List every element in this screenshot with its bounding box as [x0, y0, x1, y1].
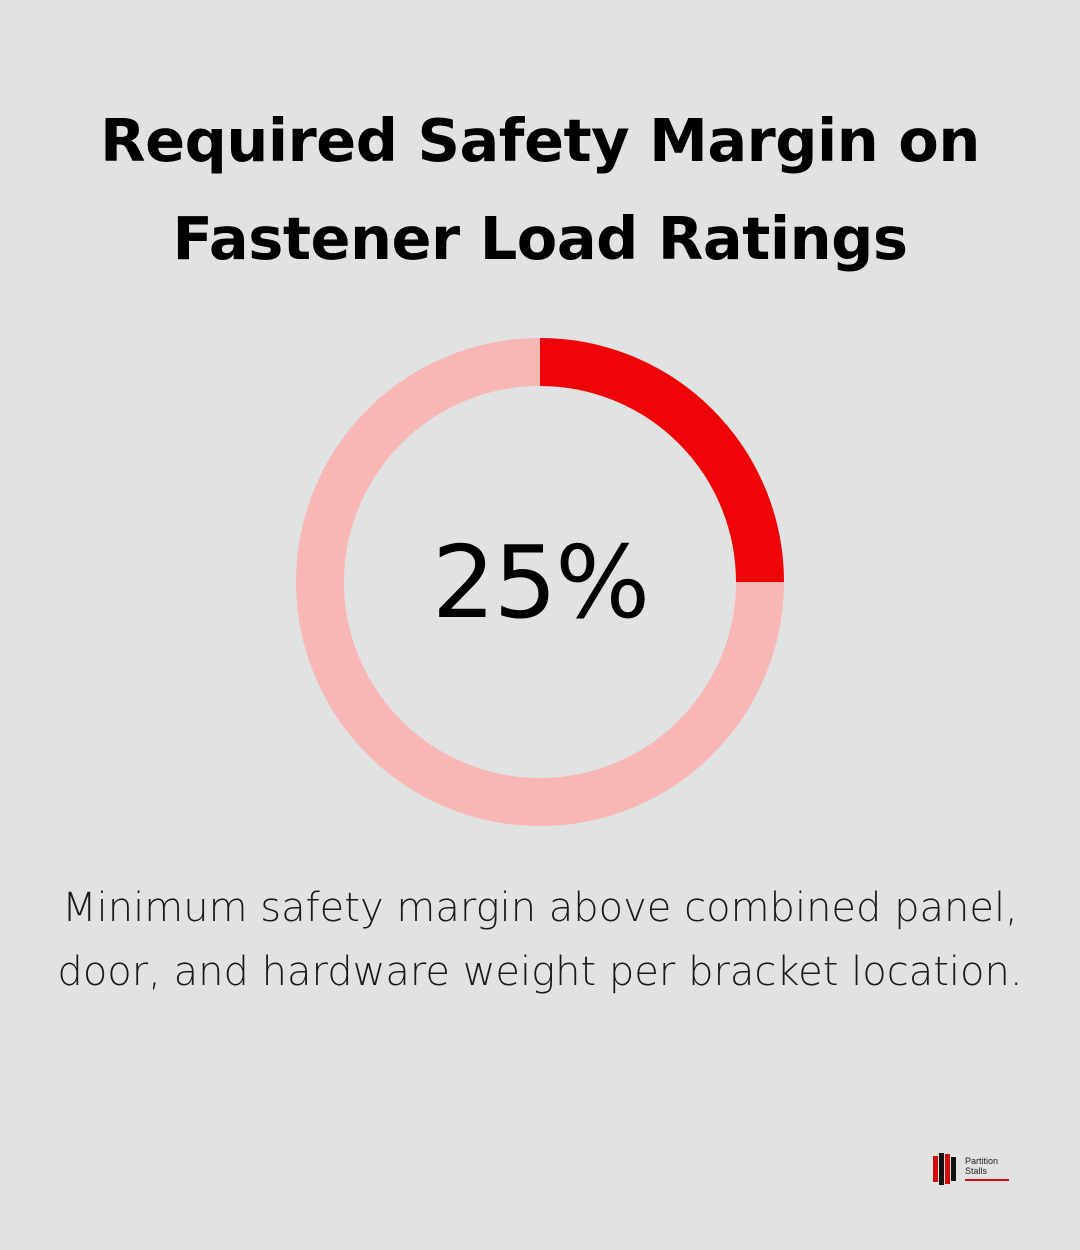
logo-line-2: Stalls: [965, 1166, 988, 1176]
logo-wordmark: Partition Stalls: [965, 1156, 998, 1176]
chart-title: Required Safety Margin on Fastener Load …: [100, 106, 980, 273]
donut-chart: [296, 338, 784, 826]
chart-caption: Minimum safety margin above combined pan…: [57, 885, 1023, 995]
donut-value-arc: [539, 338, 784, 583]
logo-line-1: Partition: [965, 1156, 999, 1166]
percentage-value: 25%: [431, 523, 650, 641]
partition-stalls-logo: [933, 1153, 1009, 1185]
